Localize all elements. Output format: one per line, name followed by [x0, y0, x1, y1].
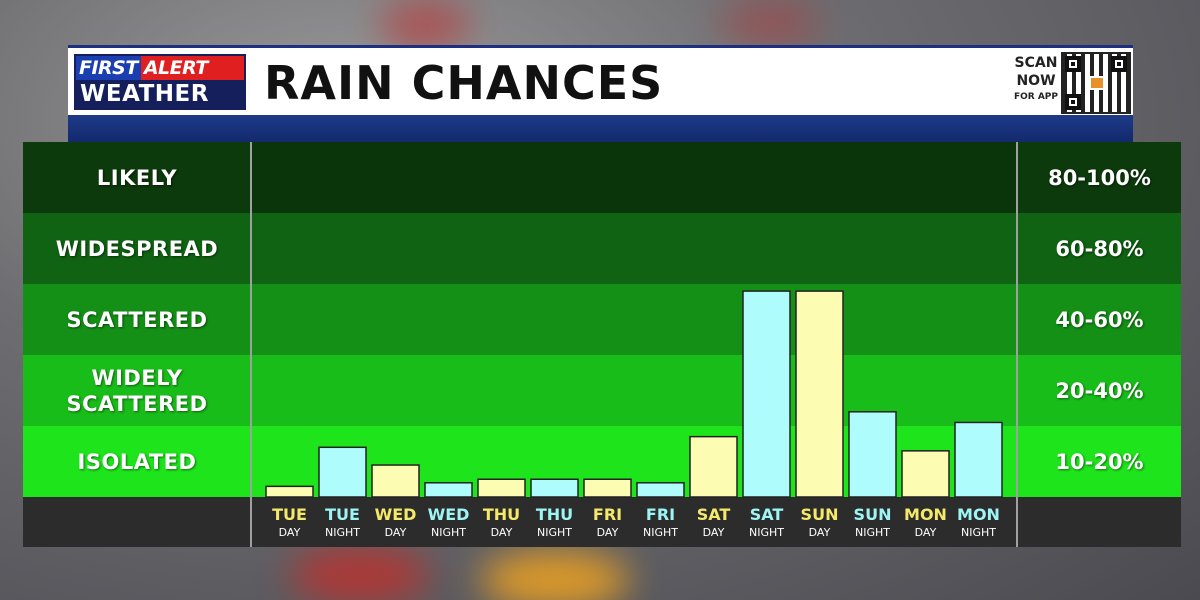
bar-sat-day [689, 435, 738, 498]
qr-eye-icon [1065, 56, 1081, 72]
band-scattered [23, 284, 1181, 355]
tick-label-day: SUN [854, 505, 892, 524]
level-label-widespread: WIDESPREAD [55, 236, 219, 261]
scan-line3: FOR APP [1013, 92, 1059, 102]
band-widely-scattered [23, 355, 1181, 426]
tick-label-period: DAY [915, 526, 937, 539]
qr-eye-icon [1065, 94, 1081, 110]
bar-tue-day [265, 485, 314, 498]
background-blur [380, 0, 470, 50]
bar-fri-night [636, 482, 685, 498]
tick-label-period: DAY [597, 526, 619, 539]
tick-label-period: DAY [703, 526, 725, 539]
band-widespread [23, 213, 1181, 284]
tick-label-day: SAT [697, 505, 731, 524]
logo-first-text: FIRST [76, 56, 141, 80]
bar-chart-svg: TUE DAY TUE NIGHT WED DAY WED NIGHT THU DAY THU NIG… [265, 290, 1003, 539]
tick-label-period: NIGHT [961, 526, 996, 539]
range-label-widespread: 60-80% [1055, 236, 1144, 261]
tick-label-period: NIGHT [855, 526, 890, 539]
level-label-scattered: SCATTERED [66, 307, 208, 332]
scan-prompt: SCAN NOW FOR APP [1010, 54, 1062, 104]
bar-sat-night [742, 290, 791, 498]
tick-label-day: WED [428, 505, 470, 524]
level-label-likely: LIKELY [96, 165, 178, 190]
tick-label-day: WED [375, 505, 417, 524]
tick-label-period: DAY [491, 526, 513, 539]
tick-label-day: THU [483, 505, 520, 524]
header-bar: FIRST ALERT WEATHER RAIN CHANCES SCAN NO… [68, 45, 1133, 115]
range-label-scattered: 40-60% [1055, 307, 1144, 332]
tick-label-day: MON [904, 505, 947, 524]
plot-left-divider [250, 142, 252, 547]
level-label-isolated: ISOLATED [77, 449, 197, 474]
bar-mon-night [954, 421, 1003, 498]
day-label-strip [23, 497, 1181, 547]
tick-label-period: DAY [809, 526, 831, 539]
tick-label-period: NIGHT [643, 526, 678, 539]
qr-app-logo-icon [1089, 76, 1105, 90]
background-blur [290, 545, 430, 600]
scan-line1: SCAN [1014, 55, 1058, 71]
tick-label-day: SUN [801, 505, 839, 524]
tick-label-day: TUE [272, 505, 307, 524]
first-alert-weather-logo: FIRST ALERT WEATHER [74, 54, 246, 110]
bar-tue-night [318, 446, 367, 498]
tick-label-day: FRI [593, 505, 622, 524]
bar-thu-day [477, 478, 526, 498]
logo-weather-text: WEATHER [80, 81, 209, 107]
tick-label-day: SAT [750, 505, 784, 524]
bar-sun-night [848, 411, 897, 498]
tick-label-period: NIGHT [431, 526, 466, 539]
tick-label-period: DAY [385, 526, 407, 539]
tick-label-day: FRI [646, 505, 675, 524]
background-blur [480, 550, 630, 600]
tick-label-period: NIGHT [537, 526, 572, 539]
bar-fri-day [583, 478, 632, 498]
bar-thu-night [530, 478, 579, 498]
rain-chance-chart: LIKELY WIDESPREAD SCATTERED WIDELY SCATT… [23, 142, 1181, 547]
qr-code-icon[interactable] [1061, 52, 1131, 114]
page-title: RAIN CHANCES [264, 56, 664, 110]
range-label-isolated: 10-20% [1055, 449, 1144, 474]
tick-label-period: DAY [279, 526, 301, 539]
bar-mon-day [901, 450, 950, 498]
header-accent-strip [68, 115, 1133, 144]
level-label-widely-scattered: WIDELY SCATTERED [66, 365, 208, 416]
tick-label-period: NIGHT [749, 526, 784, 539]
plot-top-shade [251, 142, 1016, 213]
background-blur [720, 0, 820, 45]
tick-label-day: MON [957, 505, 1000, 524]
range-label-likely: 80-100% [1048, 165, 1151, 190]
range-label-widely-scattered: 20-40% [1055, 378, 1144, 403]
bar-sun-day [795, 290, 844, 498]
tick-label-period: NIGHT [325, 526, 360, 539]
bar-wed-night [424, 482, 473, 498]
scan-line2: NOW [1016, 73, 1056, 89]
logo-alert-text: ALERT [140, 56, 244, 80]
tick-label-day: TUE [325, 505, 360, 524]
qr-eye-icon [1111, 56, 1127, 72]
tick-label-day: THU [536, 505, 573, 524]
plot-right-divider [1016, 142, 1018, 547]
bar-wed-day [371, 464, 420, 498]
